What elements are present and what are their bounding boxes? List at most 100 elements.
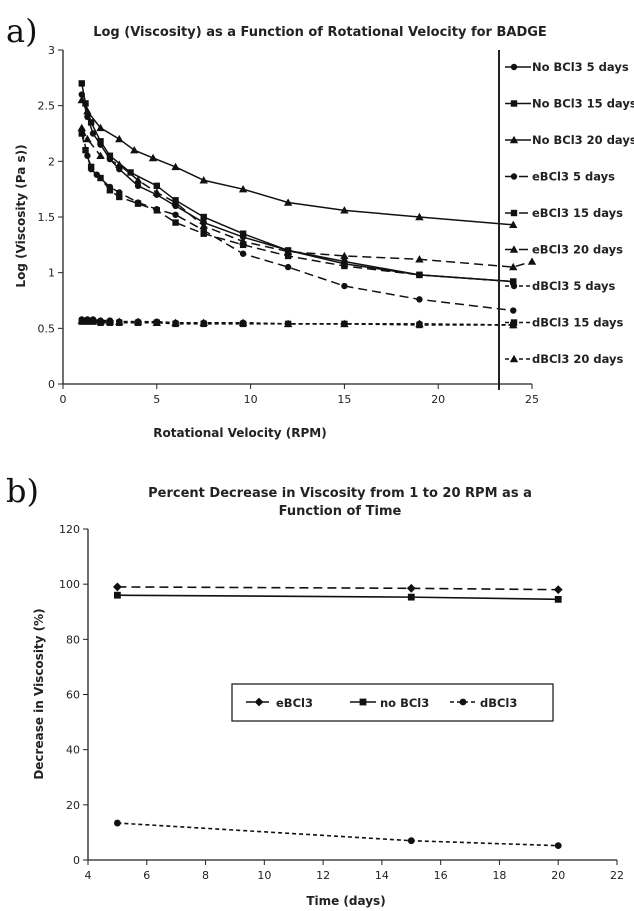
panel-a-data-point <box>510 278 517 285</box>
panel-a-data-point <box>133 317 143 325</box>
panel-a-series <box>77 316 518 329</box>
panel-a-series-line <box>81 127 533 268</box>
panel-a-legend-swatch-marker <box>509 245 519 253</box>
panel-a-series-line <box>81 94 514 283</box>
panel-a-data-point <box>340 251 349 260</box>
panel-b-legend-swatch-marker <box>459 698 467 706</box>
panel-a-data-point <box>283 247 293 255</box>
panel-a-data-point <box>171 318 180 326</box>
panel-b-legend-box <box>231 683 554 722</box>
panel-a-data-point <box>78 130 85 137</box>
panel-a-x-tick-label: 15 <box>337 393 351 406</box>
panel-b-legend-item: eBCl3 <box>246 696 313 710</box>
panel-b-data-point <box>406 583 416 593</box>
panel-a-data-point <box>89 130 97 137</box>
panel-b-x-tick-label: 10 <box>257 869 271 882</box>
panel-b-x-tick-label: 22 <box>610 869 624 882</box>
panel-b-y-axis-label: Decrease in Viscosity (%) <box>32 608 46 779</box>
panel-a-series <box>78 316 517 329</box>
panel-a-data-point <box>152 188 161 196</box>
panel-a-data-point <box>509 262 518 271</box>
panel-a-data-point <box>341 282 348 290</box>
panel-a-legend-label: eBCl3 20 days <box>532 243 623 257</box>
panel-a-data-point <box>340 319 349 328</box>
panel-a-data-point <box>97 138 104 145</box>
panel-b-data-point <box>113 591 121 599</box>
panel-a-data-point <box>134 200 142 207</box>
panel-a-legend-item: eBCl3 5 days <box>505 170 615 184</box>
panel-a-data-point <box>527 257 537 265</box>
panel-b-data-point <box>407 593 415 601</box>
panel-a-y-tick-label: 0.5 <box>38 322 56 335</box>
panel-b-legend-label: eBCl3 <box>276 696 313 710</box>
panel-b-x-tick-label: 8 <box>202 869 209 882</box>
panel-a-legend-swatch-marker <box>510 173 518 180</box>
panel-b-title-line-2: Function of Time <box>279 504 402 519</box>
panel-a-data-point <box>239 230 247 237</box>
panel-a-data-point <box>284 263 292 271</box>
panel-a-title: Log (Viscosity) as a Function of Rotatio… <box>93 25 547 40</box>
panel-b-y-tick-label: 20 <box>66 799 80 812</box>
panel-a-data-point <box>284 252 292 260</box>
panel-a-legend-swatch-marker <box>510 282 518 290</box>
panel-a-legend-swatch-marker <box>510 100 518 107</box>
panel-b-x-tick-label: 6 <box>143 869 150 882</box>
panel-b-data-point <box>112 582 122 592</box>
panel-a-data-point <box>96 123 105 132</box>
panel-b-x-axis-label: Time (days) <box>306 894 385 908</box>
panel-b-series <box>113 819 562 850</box>
panel-a-data-point <box>82 147 89 154</box>
panel-b-legend-item: no BCl3 <box>350 696 429 710</box>
panel-a-x-tick-label: 10 <box>244 393 258 406</box>
panel-a-data-point <box>416 296 423 303</box>
panel-a-data-point <box>172 219 179 226</box>
panel-a-data-point <box>77 95 86 104</box>
panel-a-legend-item: No BCl3 15 days <box>505 97 634 111</box>
panel-a-data-point <box>510 307 517 314</box>
panel-a-chart: a) Log (Viscosity) as a Function of Rota… <box>6 12 634 440</box>
panel-a-data-point <box>134 182 142 190</box>
panel-b-x-tick-label: 20 <box>551 869 565 882</box>
panel-b-series-line <box>117 594 559 601</box>
panel-b-y-tick-label: 100 <box>59 578 80 591</box>
panel-a-x-tick-label: 25 <box>525 393 539 406</box>
panel-a-legend-label: eBCl3 5 days <box>532 170 615 184</box>
panel-a-data-point <box>87 163 95 171</box>
panel-a-x-axis-label: Rotational Velocity (RPM) <box>153 426 326 440</box>
panel-a-y-tick-label: 2.5 <box>38 100 56 113</box>
panel-a-data-point <box>78 80 85 87</box>
panel-a-y-tick-label: 2 <box>48 155 55 168</box>
panel-a-legend-item: dBCl3 15 days <box>505 316 624 330</box>
panel-b-data-point <box>407 837 415 845</box>
panel-a-data-point <box>133 176 143 184</box>
panel-b-series <box>113 591 562 603</box>
panel-a-data-point <box>200 230 207 237</box>
panel-a-data-point <box>88 316 98 324</box>
panel-a-data-point <box>199 176 208 184</box>
panel-a-letter: a) <box>6 12 38 50</box>
panel-b-legend-label: no BCl3 <box>380 696 429 710</box>
panel-a-legend-item: eBCl3 15 days <box>505 206 623 220</box>
panel-a-data-point <box>152 318 161 326</box>
panel-a-data-point <box>415 255 424 263</box>
panel-b-y-tick-label: 60 <box>66 689 80 702</box>
panel-b-data-point <box>554 595 562 603</box>
panel-a-data-point <box>200 213 207 221</box>
panel-a-legend-swatch-marker <box>510 63 518 71</box>
panel-a-series <box>78 130 517 285</box>
panel-a-data-point <box>83 316 92 324</box>
panel-a-legend-label: dBCl3 20 days <box>532 352 624 366</box>
panel-a-legend-item: dBCl3 5 days <box>505 279 616 293</box>
panel-a-x-tick-label: 5 <box>153 393 160 406</box>
panel-b-legend-label: dBCl3 <box>480 696 517 710</box>
panel-a-data-point <box>283 319 293 328</box>
panel-a-legend-swatch-marker <box>510 319 518 326</box>
panel-a-data-point <box>415 212 424 221</box>
panel-b-data-point <box>554 842 562 850</box>
panel-a-series-line <box>81 129 514 312</box>
panel-b-y-tick-label: 80 <box>66 633 80 646</box>
panel-a-data-point <box>87 119 95 126</box>
panel-a-data-point <box>83 107 92 115</box>
panel-a-y-tick-label: 0 <box>48 378 55 391</box>
